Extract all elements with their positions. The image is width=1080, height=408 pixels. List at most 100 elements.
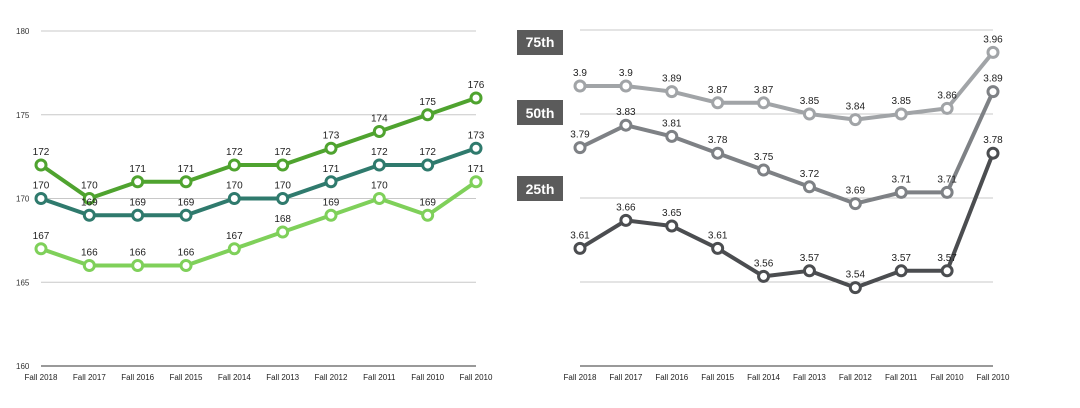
data-label: 3.78 bbox=[983, 135, 1003, 146]
data-point bbox=[848, 197, 862, 211]
data-point bbox=[940, 264, 954, 278]
x-tick-label: Fall 2017 bbox=[73, 373, 106, 382]
badge-50th: 50th bbox=[517, 100, 563, 125]
data-point bbox=[324, 175, 338, 189]
data-point bbox=[573, 141, 587, 155]
data-point bbox=[82, 208, 96, 222]
data-label: 3.84 bbox=[846, 102, 866, 113]
data-point bbox=[986, 85, 1000, 99]
data-label: 169 bbox=[129, 197, 146, 208]
x-tick-label: Fall 2015 bbox=[701, 373, 734, 382]
data-label: 170 bbox=[33, 181, 50, 192]
series-line bbox=[40, 146, 477, 218]
data-label: 167 bbox=[226, 231, 243, 242]
data-point bbox=[757, 163, 771, 177]
series-line bbox=[39, 96, 477, 201]
data-point bbox=[469, 141, 483, 155]
data-label: 3.9 bbox=[573, 68, 587, 79]
data-point bbox=[276, 158, 290, 172]
data-label: 3.56 bbox=[754, 258, 774, 269]
badge-label: 75th bbox=[526, 34, 555, 50]
badge-25th: 25th bbox=[517, 176, 563, 201]
data-label: 172 bbox=[419, 147, 436, 158]
y-tick-label: 160 bbox=[16, 362, 30, 371]
data-label: 166 bbox=[81, 248, 98, 259]
data-point bbox=[848, 281, 862, 295]
data-point bbox=[986, 45, 1000, 59]
data-label: 3.75 bbox=[754, 152, 774, 163]
data-label: 174 bbox=[371, 114, 388, 125]
data-point bbox=[421, 158, 435, 172]
data-point bbox=[940, 185, 954, 199]
data-point bbox=[894, 185, 908, 199]
data-point bbox=[227, 158, 241, 172]
data-point bbox=[802, 264, 816, 278]
data-point bbox=[227, 242, 241, 256]
data-point bbox=[179, 208, 193, 222]
x-tick-label: Fall 2015 bbox=[170, 373, 203, 382]
x-tick-label: Fall 2016 bbox=[121, 373, 154, 382]
data-label: 171 bbox=[129, 164, 146, 175]
y-tick-label: 175 bbox=[16, 111, 30, 120]
data-point bbox=[372, 192, 386, 205]
data-label: 176 bbox=[468, 80, 485, 91]
data-label: 171 bbox=[323, 164, 340, 175]
data-label: 173 bbox=[468, 130, 485, 141]
data-label: 172 bbox=[371, 147, 388, 158]
data-label: 172 bbox=[274, 147, 291, 158]
data-label: 169 bbox=[419, 197, 436, 208]
data-point bbox=[619, 79, 633, 93]
y-tick-label: 180 bbox=[16, 27, 30, 36]
data-point bbox=[276, 225, 290, 239]
x-tick-label: Fall 2013 bbox=[793, 373, 826, 382]
badge-75th: 75th bbox=[517, 30, 563, 55]
x-tick-label: Fall 2014 bbox=[747, 373, 780, 382]
data-point bbox=[131, 259, 145, 272]
data-label: 171 bbox=[468, 164, 485, 175]
data-point bbox=[469, 91, 483, 105]
data-point bbox=[757, 96, 771, 110]
data-label: 3.61 bbox=[708, 230, 728, 241]
badge-label: 50th bbox=[526, 105, 555, 121]
data-point bbox=[757, 269, 771, 283]
data-label: 3.54 bbox=[846, 270, 866, 281]
x-tick-label: Fall 2010 bbox=[411, 373, 444, 382]
x-tick-label: Fall 2018 bbox=[564, 373, 597, 382]
data-point bbox=[894, 107, 908, 121]
data-label: 3.71 bbox=[891, 174, 911, 185]
data-label: 3.89 bbox=[662, 74, 682, 85]
data-point bbox=[940, 101, 954, 115]
data-point bbox=[711, 96, 725, 110]
data-label: 170 bbox=[81, 181, 98, 192]
data-label: 166 bbox=[178, 248, 195, 259]
data-label: 168 bbox=[274, 214, 291, 225]
data-label: 3.57 bbox=[800, 253, 820, 264]
data-label: 172 bbox=[226, 147, 243, 158]
y-tick-label: 170 bbox=[16, 195, 30, 204]
x-tick-label: Fall 2014 bbox=[218, 373, 251, 382]
data-label: 3.65 bbox=[662, 208, 682, 219]
data-label: 169 bbox=[178, 197, 195, 208]
data-point bbox=[573, 241, 587, 255]
data-label: 3.57 bbox=[937, 253, 957, 264]
data-label: 3.85 bbox=[891, 96, 911, 107]
data-point bbox=[82, 192, 96, 205]
data-label: 3.83 bbox=[616, 107, 636, 118]
data-label: 3.85 bbox=[800, 96, 820, 107]
x-tick-label: Fall 2010 bbox=[931, 373, 964, 382]
data-label: 3.87 bbox=[754, 85, 774, 96]
data-label: 169 bbox=[81, 197, 98, 208]
data-label: 171 bbox=[178, 164, 195, 175]
data-label: 3.66 bbox=[616, 202, 636, 213]
data-label: 170 bbox=[274, 181, 291, 192]
data-label: 3.69 bbox=[846, 186, 866, 197]
data-point bbox=[711, 241, 725, 255]
data-label: 3.96 bbox=[983, 34, 1003, 45]
data-label: 3.72 bbox=[800, 169, 820, 180]
data-label: 170 bbox=[371, 181, 388, 192]
x-tick-label: Fall 2017 bbox=[609, 373, 642, 382]
data-point bbox=[619, 213, 633, 227]
data-point bbox=[227, 192, 241, 205]
x-tick-label: Fall 2013 bbox=[266, 373, 299, 382]
badge-label: 25th bbox=[526, 181, 555, 197]
